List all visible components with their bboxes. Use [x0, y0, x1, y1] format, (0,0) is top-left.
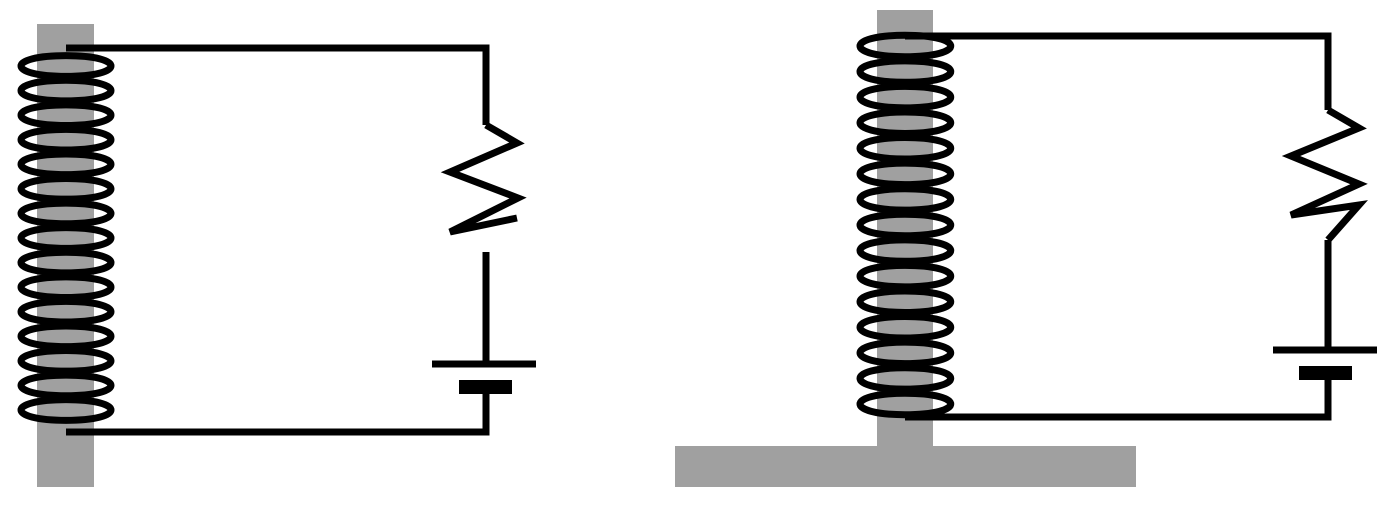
coil-turn-front [904, 185, 955, 214]
coil-turn-back [17, 322, 67, 351]
circuit-left [17, 24, 536, 487]
coil-turn-back [856, 57, 906, 86]
circuit-right [675, 10, 1377, 487]
coil-turn-back [17, 347, 67, 375]
coil-turn-back [17, 125, 67, 154]
coil-turn-back [856, 313, 906, 342]
coil-turn-back [856, 364, 906, 393]
coil-turn-front [65, 248, 115, 277]
coil-turn-back [856, 159, 906, 189]
coil-turn-front [65, 396, 115, 424]
resistor-left-zigzag [440, 121, 527, 236]
coil-turn-front [904, 313, 955, 342]
coil-turn-back [856, 261, 906, 291]
coil-turn-back [17, 175, 67, 203]
coil-turn-back [17, 150, 67, 179]
coil-turn-back [17, 224, 67, 252]
coil-turn-front [65, 175, 115, 203]
coil-turn-front [904, 287, 955, 316]
coil-turn-back [856, 134, 906, 163]
coil-turn-back [17, 199, 67, 228]
coil-turn-front [904, 108, 955, 137]
coil-turn-back [856, 31, 906, 61]
coil-turn-front [65, 101, 115, 129]
coil-turn-front [65, 150, 115, 179]
wire-left-bottom [66, 394, 490, 436]
coil-turn-front [904, 159, 955, 189]
coil-turn-back [856, 82, 906, 112]
resistor-right [1281, 106, 1368, 243]
coil-turn-front [904, 134, 955, 163]
coil-turn-front [904, 236, 955, 265]
coil-turn-front [65, 322, 115, 351]
coil-turn-front [904, 364, 955, 393]
coil-turn-front [65, 199, 115, 228]
wire-right [905, 32, 1332, 110]
coil-turn-front [904, 82, 955, 112]
coil-turn-back [856, 108, 906, 137]
coil-turn-back [856, 185, 906, 214]
battery-right-short-plate [1299, 366, 1352, 380]
coil-turn-front [904, 210, 955, 240]
coil-turn-front [65, 347, 115, 375]
coil-turn-front [904, 261, 955, 291]
coil-right-back [856, 31, 906, 419]
coil-turn-back [17, 273, 67, 301]
coil-left-back [17, 52, 67, 424]
coil-turn-front [65, 52, 115, 80]
coil-turn-front [65, 297, 115, 326]
coil-turn-front [65, 224, 115, 252]
coil-turn-back [17, 76, 67, 105]
coil-turn-front [904, 57, 955, 86]
coil-turn-back [856, 338, 906, 368]
coil-turn-front [65, 273, 115, 301]
coil-turn-front [65, 76, 115, 105]
coil-turn-back [17, 371, 67, 400]
coil-turn-back [856, 287, 906, 316]
battery-left-short-plate [459, 380, 512, 394]
coil-turn-back [17, 297, 67, 326]
wire-right-bottom [905, 380, 1332, 421]
coil-turn-back [17, 52, 67, 80]
coil-turn-back [856, 236, 906, 265]
wire-left [66, 44, 490, 125]
coil-turn-back [17, 101, 67, 129]
base-plate-right [675, 446, 1136, 487]
coil-turn-back [856, 389, 906, 419]
coil-turn-front [904, 338, 955, 368]
coil-turn-back [856, 210, 906, 240]
coil-turn-front [65, 371, 115, 400]
coil-turn-back [17, 248, 67, 277]
coil-turn-back [17, 396, 67, 424]
iron-core-right [877, 10, 933, 450]
coil-left-front [65, 52, 115, 424]
coil-turn-front [65, 125, 115, 154]
